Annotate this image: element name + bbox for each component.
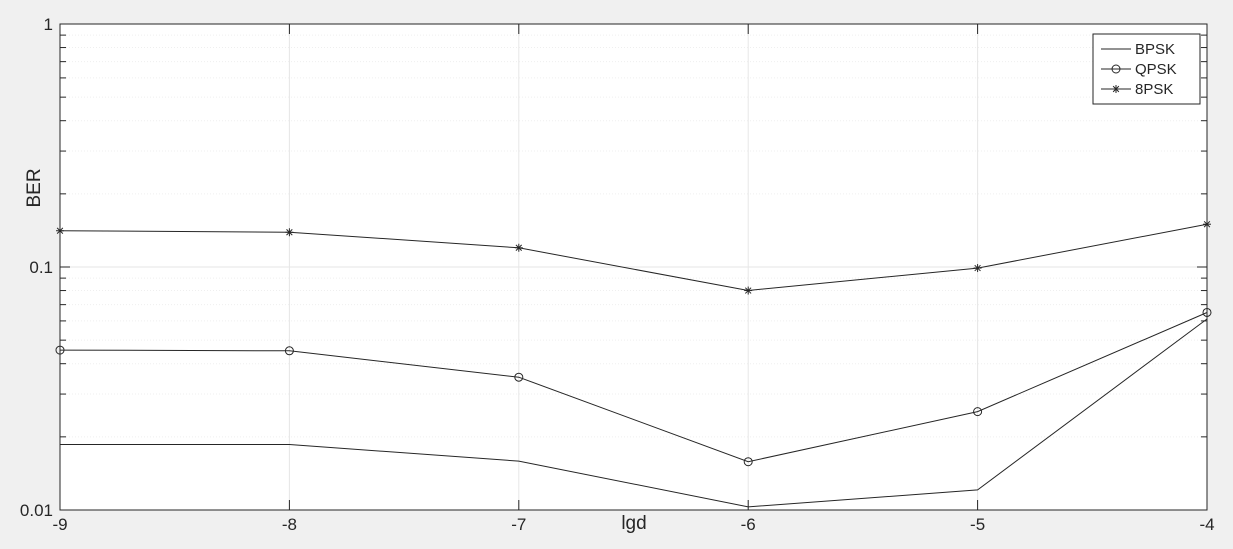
data-point-asterisk: [973, 264, 982, 273]
data-point-asterisk: [514, 243, 523, 252]
y-tick-label: 1: [44, 15, 53, 34]
x-axis-label: lgd: [621, 513, 646, 534]
y-tick-label: 0.01: [20, 501, 53, 520]
legend-label: QPSK: [1135, 61, 1177, 78]
y-tick-label: 0.1: [29, 258, 53, 277]
legend-label: BPSK: [1135, 41, 1175, 58]
x-tick-label: -4: [1199, 515, 1214, 534]
series-bpsk: [60, 318, 1208, 508]
series-lines: [55, 220, 1212, 508]
data-point-circle: [1111, 64, 1121, 74]
legend-item-8psk: 8PSK: [1101, 81, 1173, 98]
data-point-circle: [514, 372, 524, 382]
series-line: [59, 223, 1208, 292]
x-tick-label: -9: [52, 515, 67, 534]
series-qpsk: [55, 307, 1212, 467]
legend-item-qpsk: QPSK: [1101, 61, 1177, 78]
data-point-circle: [973, 407, 983, 417]
data-point-circle: [743, 457, 753, 467]
data-point-asterisk: [1112, 85, 1120, 93]
legend: BPSK QPSK 8PSK: [1092, 33, 1201, 105]
x-tick-label: -8: [282, 515, 297, 534]
x-tick-label: -7: [511, 515, 526, 534]
data-point-asterisk: [744, 286, 753, 295]
plot-border: [59, 23, 1208, 511]
legend-item-bpsk: BPSK: [1101, 41, 1175, 58]
data-point-asterisk: [285, 228, 294, 237]
y-axis-label: BER: [24, 168, 45, 207]
x-tick-label: -5: [970, 515, 985, 534]
data-point-circle: [284, 346, 294, 356]
y-tick-labels: 0.01 0.1 1: [20, 15, 53, 520]
series-line: [59, 312, 1208, 463]
series-line: [60, 318, 1208, 508]
x-tick-label: -6: [741, 515, 756, 534]
legend-label: 8PSK: [1135, 81, 1173, 98]
x-tick-labels: -9 -8 -7 -6 -5 -4: [52, 515, 1214, 534]
